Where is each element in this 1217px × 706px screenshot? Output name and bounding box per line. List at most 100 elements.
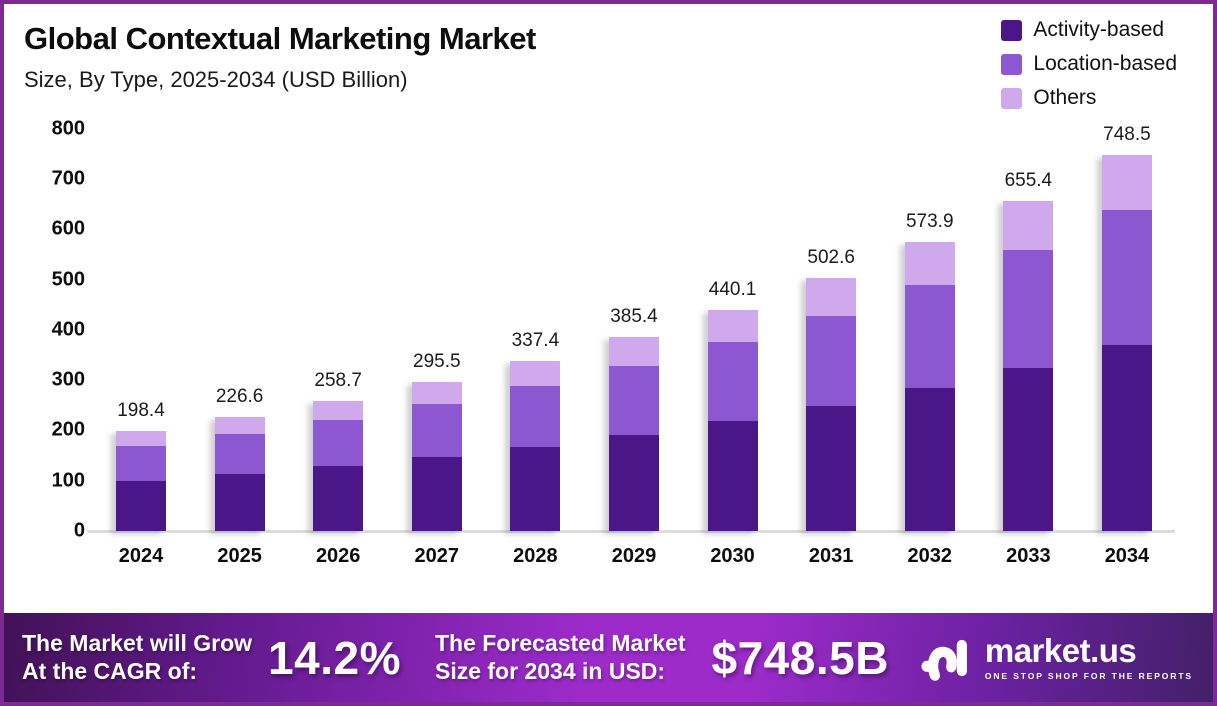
bar-stack-2025 bbox=[214, 416, 265, 531]
bar-segment-activity-based bbox=[411, 457, 462, 531]
logo-tagline: ONE STOP SHOP FOR THE REPORTS bbox=[984, 671, 1193, 681]
cagr-value: 14.2% bbox=[268, 631, 401, 684]
y-tick-200: 200 bbox=[51, 418, 85, 441]
logo-text: market.us ONE STOP SHOP FOR THE REPORTS bbox=[985, 634, 1193, 681]
y-axis-ticks: 0 100 200 300 400 500 600 700 800 bbox=[52, 117, 1169, 541]
forecast-value: $748.5B bbox=[711, 631, 889, 684]
y-tick-300: 300 bbox=[51, 368, 85, 391]
x-label-2029: 2029 bbox=[611, 544, 657, 567]
x-label-2033: 2033 bbox=[1006, 544, 1051, 567]
bar-segment-activity-based bbox=[1003, 367, 1054, 531]
bar-total-label-2025: 226.6 bbox=[215, 385, 264, 407]
bar-segment-location-based bbox=[313, 419, 364, 467]
bar-total-label-2028: 337.4 bbox=[511, 330, 560, 352]
bar-2028: 337.4 bbox=[510, 330, 561, 531]
chart-title: Global Contextual Marketing Market bbox=[24, 21, 536, 56]
legend-swatch-others bbox=[1001, 87, 1023, 109]
bar-segment-others bbox=[214, 416, 265, 434]
bars-container: 198.4 226.6 258.7 295.5 337.4 385.4 440.1 502.6… bbox=[99, 124, 1169, 531]
x-axis-line bbox=[87, 529, 1175, 533]
legend-label-activity-based: Activity-based bbox=[1033, 18, 1165, 41]
bar-segment-location-based bbox=[1003, 250, 1054, 368]
x-label-2030: 2030 bbox=[710, 544, 755, 567]
y-tick-100: 100 bbox=[51, 469, 85, 491]
bar-total-label-2027: 295.5 bbox=[413, 351, 461, 373]
bar-segment-activity-based bbox=[608, 434, 659, 531]
market-us-logo-icon bbox=[921, 639, 967, 681]
y-tick-400: 400 bbox=[51, 318, 85, 341]
bar-segment-activity-based bbox=[510, 446, 561, 531]
bar-segment-location-based bbox=[214, 433, 265, 475]
bar-segment-location-based bbox=[116, 445, 166, 482]
bar-segment-location-based bbox=[904, 284, 955, 388]
bar-total-label-2032: 573.9 bbox=[905, 211, 954, 233]
legend-swatch-activity-based bbox=[1001, 19, 1023, 41]
bar-segment-others bbox=[608, 337, 659, 366]
chart-subtitle: Size, By Type, 2025-2034 (USD Billion) bbox=[24, 66, 408, 92]
forecast-label-line2: Size for 2034 in USD: bbox=[434, 657, 666, 684]
cagr-label-line1: The Market will Grow bbox=[22, 629, 253, 656]
bar-segment-others bbox=[1003, 201, 1054, 251]
bar-segment-others bbox=[1101, 154, 1152, 211]
bar-stack-2030 bbox=[707, 309, 758, 531]
bar-segment-others bbox=[904, 242, 955, 285]
legend-label-others: Others bbox=[1033, 86, 1097, 109]
bar-2026: 258.7 bbox=[313, 369, 364, 531]
bar-2027: 295.5 bbox=[411, 351, 462, 531]
legend-item-activity-based: Activity-based bbox=[1001, 18, 1177, 42]
bar-stack-2033 bbox=[1003, 201, 1054, 531]
x-label-2025: 2025 bbox=[217, 544, 262, 567]
y-tick-500: 500 bbox=[51, 268, 85, 290]
forecast-label: The Forecasted Market Size for 2034 in U… bbox=[435, 630, 686, 685]
bar-2024: 198.4 bbox=[116, 400, 166, 531]
bar-segment-location-based bbox=[608, 365, 659, 435]
legend: Activity-based Location-based Others bbox=[1001, 18, 1177, 110]
bar-stack-2026 bbox=[313, 400, 364, 531]
bar-segment-activity-based bbox=[707, 421, 758, 531]
bar-total-label-2029: 385.4 bbox=[610, 306, 658, 328]
legend-swatch-location-based bbox=[1001, 53, 1023, 75]
cagr-label-line2: At the CAGR of: bbox=[22, 657, 198, 684]
bar-segment-activity-based bbox=[313, 466, 364, 531]
x-axis-labels: 2024 2025 2026 2027 2028 2029 2030 2031 2032 2033… bbox=[99, 545, 1169, 568]
bar-stack-2028 bbox=[510, 361, 561, 531]
bar-total-label-2034: 748.5 bbox=[1103, 123, 1151, 145]
bar-2030: 440.1 bbox=[707, 279, 758, 531]
y-tick-0: 0 bbox=[73, 519, 85, 542]
bar-total-label-2031: 502.6 bbox=[807, 247, 855, 269]
bar-segment-others bbox=[411, 382, 462, 405]
bar-total-label-2033: 655.4 bbox=[1004, 170, 1053, 192]
bar-segment-activity-based bbox=[116, 481, 166, 531]
market-us-logo: market.us ONE STOP SHOP FOR THE REPORTS bbox=[919, 632, 1197, 684]
bar-total-label-2024: 198.4 bbox=[117, 400, 165, 422]
legend-item-others: Others bbox=[1001, 86, 1177, 110]
bar-2031: 502.6 bbox=[806, 247, 857, 531]
bar-stack-2034 bbox=[1101, 154, 1152, 531]
bar-2029: 385.4 bbox=[608, 306, 659, 531]
bar-2033: 655.4 bbox=[1003, 170, 1054, 531]
legend-label-location-based: Location-based bbox=[1033, 52, 1177, 75]
bar-segment-others bbox=[116, 431, 166, 446]
bar-2034: 748.5 bbox=[1101, 123, 1152, 531]
bar-segment-location-based bbox=[411, 404, 462, 458]
bar-segment-activity-based bbox=[806, 405, 857, 531]
bar-stack-2024 bbox=[116, 431, 166, 531]
y-tick-700: 700 bbox=[51, 167, 85, 190]
x-label-2026: 2026 bbox=[315, 544, 361, 567]
bar-segment-others bbox=[707, 309, 758, 343]
bar-segment-location-based bbox=[707, 342, 758, 422]
bar-stack-2032 bbox=[904, 242, 955, 531]
logo-name: market.us bbox=[984, 632, 1137, 669]
legend-item-location-based: Location-based bbox=[1001, 52, 1177, 76]
bar-total-label-2026: 258.7 bbox=[314, 369, 362, 391]
y-tick-800: 800 bbox=[51, 117, 85, 140]
cagr-label: The Market will Grow At the CAGR of: bbox=[22, 630, 252, 685]
chart-header: Global Contextual Marketing Market Size,… bbox=[4, 4, 1213, 109]
footer-banner: The Market will Grow At the CAGR of: 14.… bbox=[4, 613, 1213, 702]
bar-segment-activity-based bbox=[1101, 344, 1152, 531]
x-label-2034: 2034 bbox=[1104, 544, 1150, 567]
x-label-2028: 2028 bbox=[513, 544, 558, 567]
x-label-2027: 2027 bbox=[414, 544, 460, 567]
bar-segment-location-based bbox=[806, 315, 857, 406]
